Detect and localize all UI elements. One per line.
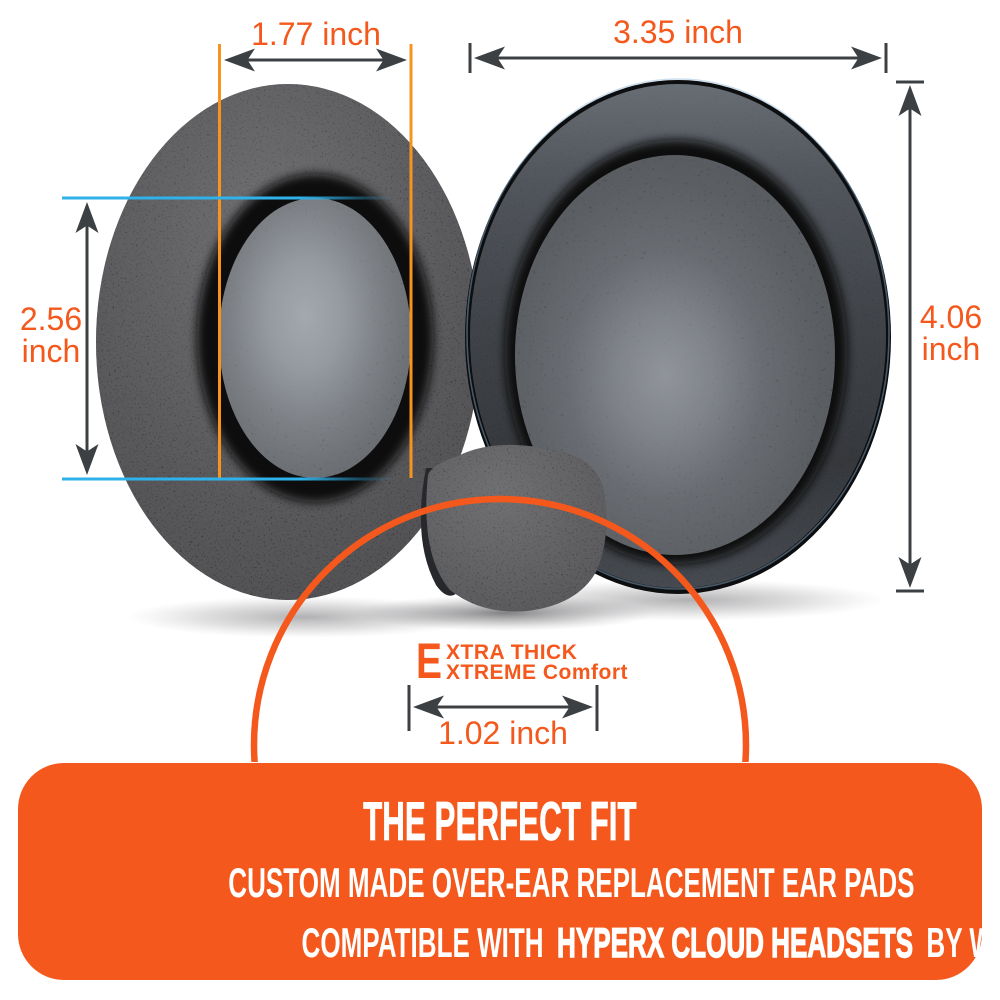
inner-height-unit: inch [22,333,81,369]
inner-height-value: 2.56 [20,301,82,337]
ear-pads-scene: 1.77 inch 3.35 inch 2.56 inch [20,14,982,762]
blue-piping [466,78,890,590]
inner-width-label: 1.77 inch [251,16,381,52]
dimension-inner-width: 1.77 inch [218,16,413,478]
dimension-outer-height: 4.06 inch [896,80,982,593]
outer-height-value: 4.06 [920,299,982,335]
banner-title: THE PERFECT FIT [363,790,637,852]
outer-width-label: 3.35 inch [613,14,743,50]
banner: THE PERFECT FIT CUSTOM MADE OVER-EAR REP… [18,763,1000,980]
banner-compat-bold: HYPERX CLOUD HEADSETS [557,919,914,966]
banner-compatibility-row: COMPATIBLE WITH HYPERX CLOUD HEADSETS BY… [18,919,1000,966]
banner-title-row: THE PERFECT FIT [18,790,982,852]
comfort-callout: E XTRA THICK XTREME Comfort [416,633,628,689]
dimension-outer-width: 3.35 inch [468,14,888,73]
orange-circle-accent [250,495,750,762]
profile-ear-pad-photo [420,444,607,612]
outer-height-unit: inch [922,331,981,367]
banner-subtitle: CUSTOM MADE OVER-EAR REPLACEMENT EAR PAD… [228,859,915,906]
callout-initial: E [416,633,442,689]
banner-compat-suffix: BY WICKED CUSHIONS. [926,919,1000,966]
callout-line1: XTRA THICK [446,641,577,664]
profile-pad-shadow [353,595,657,631]
banner-compat-prefix: COMPATIBLE WITH [301,919,544,966]
callout-line2: XTREME Comfort [446,661,628,684]
thickness-label: 1.02 inch [438,715,568,751]
dimension-inner-height: 2.56 inch [20,196,392,481]
dimension-thickness: 1.02 inch [407,685,599,751]
velour-ear-pad-photo [96,84,480,600]
banner-subtitle-row: CUSTOM MADE OVER-EAR REPLACEMENT EAR PAD… [18,862,982,904]
